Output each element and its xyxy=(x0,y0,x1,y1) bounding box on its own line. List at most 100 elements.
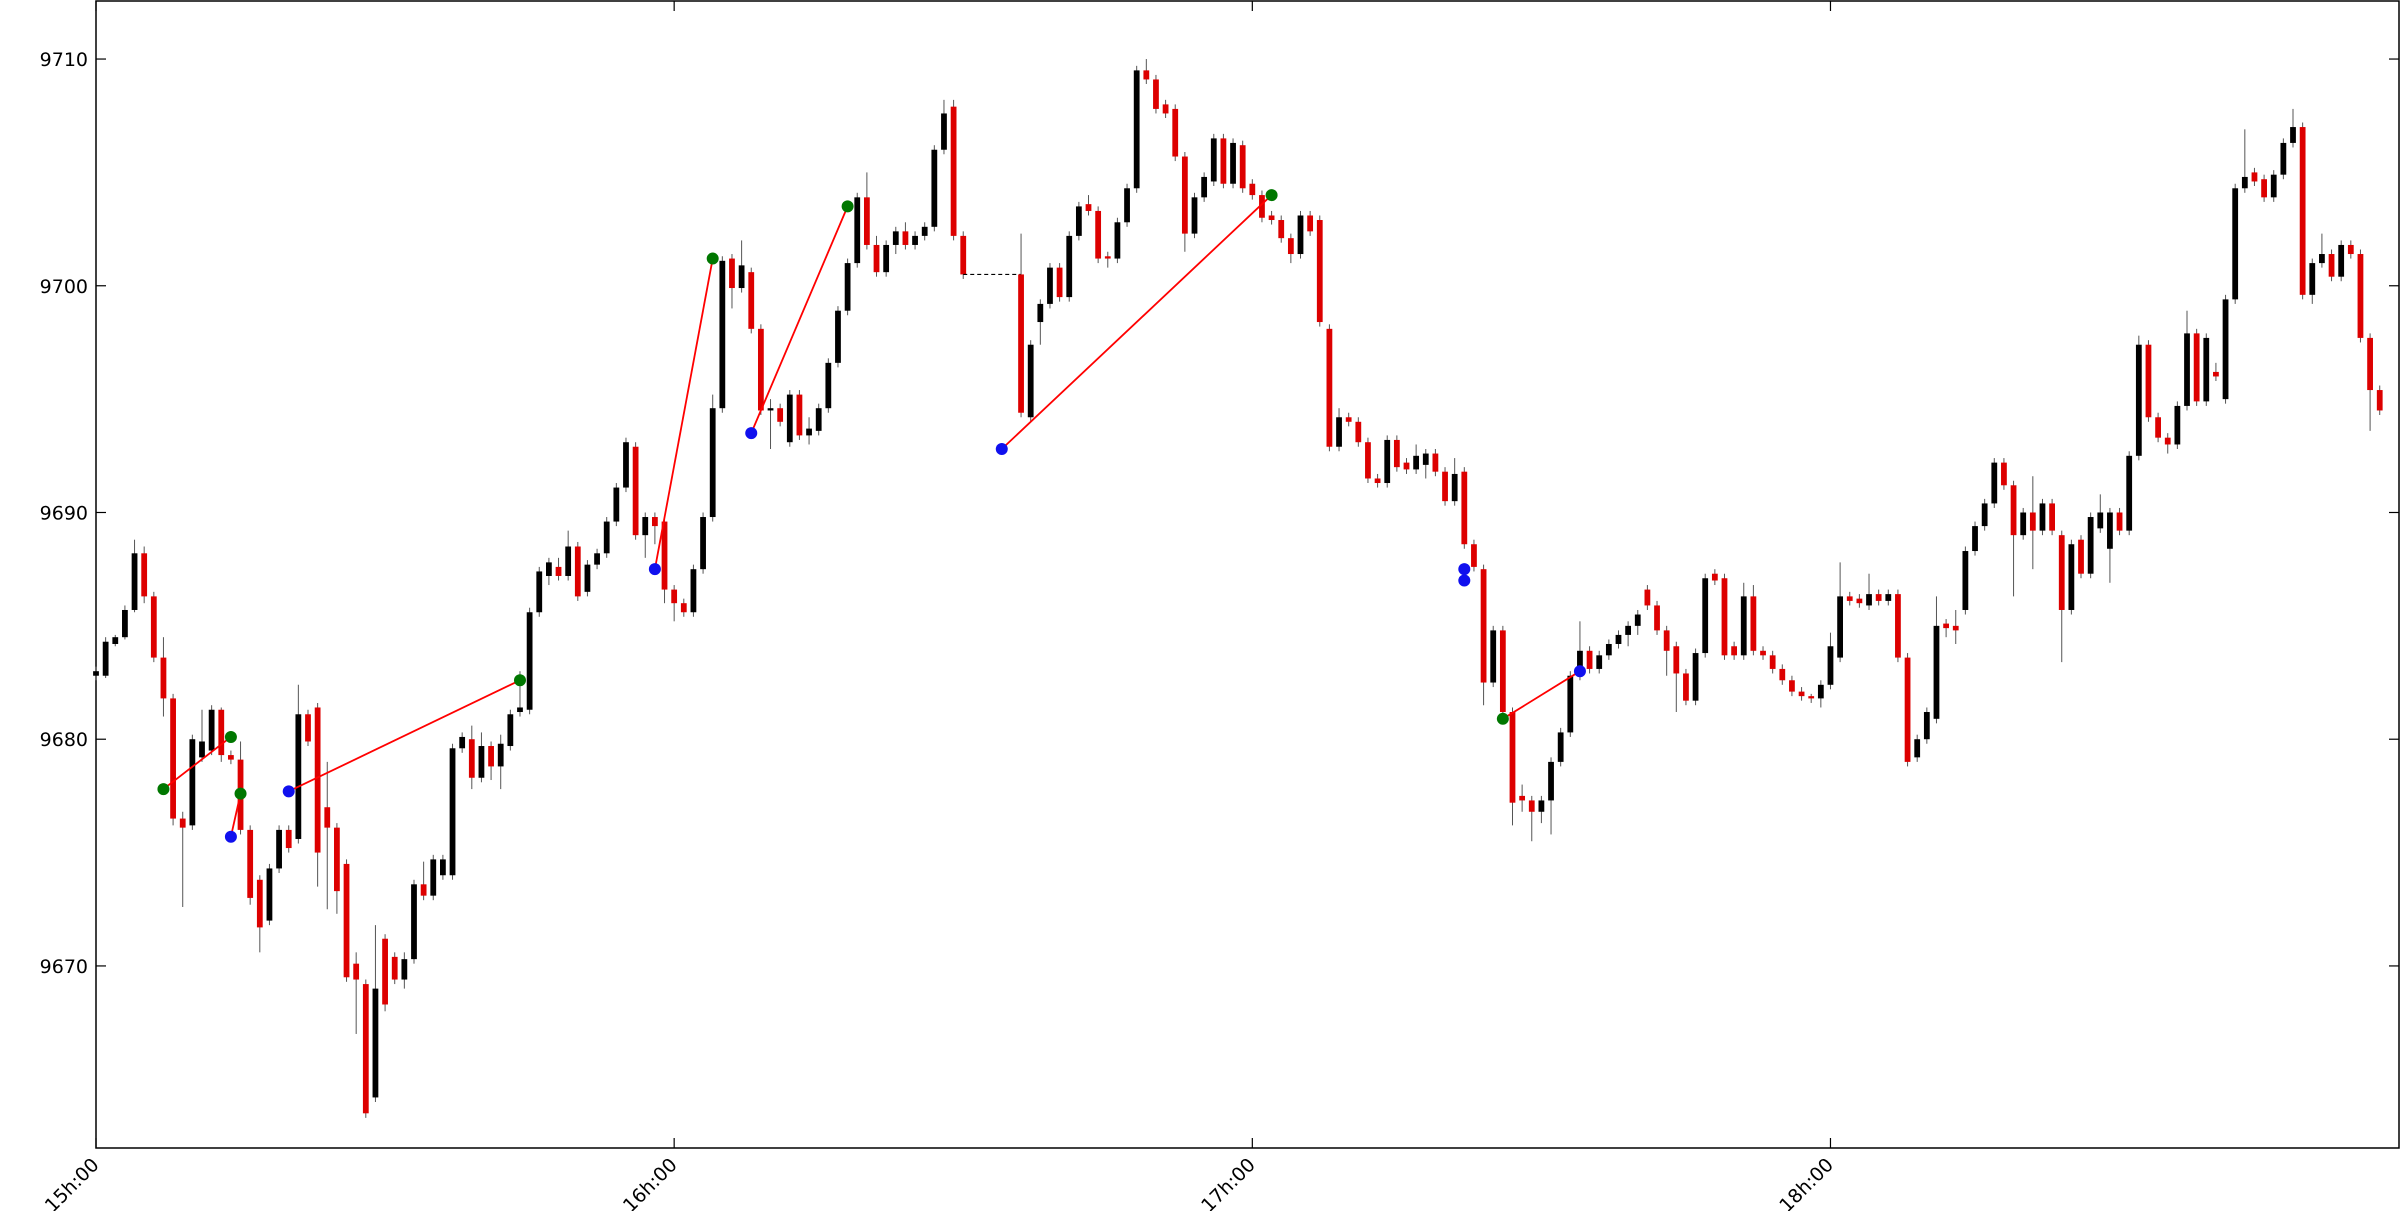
trade-marker xyxy=(745,427,758,440)
candle-body xyxy=(2039,503,2046,531)
candle-body xyxy=(1577,650,1583,676)
candle-body xyxy=(1365,442,1371,479)
y-tick-label: 9690 xyxy=(40,502,88,524)
candle-body xyxy=(314,707,321,853)
candle-body xyxy=(2155,417,2161,438)
candle-body xyxy=(1018,274,1024,413)
candle-body xyxy=(1673,646,1680,674)
candle-body xyxy=(353,963,360,980)
candle-body xyxy=(738,265,745,289)
candle-body xyxy=(1297,215,1304,255)
candle-body xyxy=(536,571,543,613)
candle-body xyxy=(950,106,957,236)
y-tick-label: 9710 xyxy=(40,49,88,71)
candle-body xyxy=(2097,512,2104,529)
candle-body xyxy=(112,637,119,644)
candle-body xyxy=(815,408,822,431)
candle-body xyxy=(786,394,793,443)
candle-body xyxy=(1461,471,1468,545)
candle-body xyxy=(1596,655,1603,669)
candle-body xyxy=(1952,625,1959,631)
trade-line xyxy=(230,793,242,837)
candle-body xyxy=(2126,455,2133,531)
candle-body xyxy=(295,714,302,839)
candle-body xyxy=(2058,535,2065,610)
trade-marker xyxy=(224,830,237,843)
candle-body xyxy=(555,566,562,576)
candle-body xyxy=(189,739,196,826)
candle-body xyxy=(2010,485,2017,536)
candle-body xyxy=(1480,569,1487,683)
candle-body xyxy=(2261,179,2267,198)
trade-marker xyxy=(282,785,295,798)
candle-body xyxy=(1384,439,1391,484)
trade-marker xyxy=(157,783,170,796)
candle-body xyxy=(1345,417,1352,422)
trade-line xyxy=(1502,670,1581,720)
candle-body xyxy=(2049,503,2055,531)
candle-body xyxy=(603,521,610,554)
candle-body xyxy=(632,446,639,536)
candle-body xyxy=(2376,390,2383,411)
candle-body xyxy=(1866,594,1872,606)
candle-body xyxy=(526,612,533,710)
candle-body xyxy=(1143,70,1150,80)
candle-body xyxy=(1885,594,1892,601)
x-tick-label: 17h:00 xyxy=(1197,1154,1260,1211)
candle-body xyxy=(179,818,186,828)
candle-body xyxy=(594,553,600,565)
candle-body xyxy=(757,328,764,411)
candle-body xyxy=(565,546,572,576)
candle-body xyxy=(2367,337,2373,391)
candle-body xyxy=(1625,625,1632,635)
candle-body xyxy=(2241,176,2248,189)
candle-body xyxy=(1567,675,1574,733)
candle-body xyxy=(1220,138,1227,184)
candle-body xyxy=(941,113,947,150)
candle-body xyxy=(873,244,880,273)
candle-body xyxy=(1557,732,1564,762)
candle-body xyxy=(690,569,697,613)
candle-body xyxy=(1307,215,1314,232)
candle-body xyxy=(642,517,649,536)
candle-body xyxy=(584,564,591,592)
candle-body xyxy=(1085,204,1092,211)
candle-body xyxy=(921,226,928,236)
candle-body xyxy=(912,235,918,245)
candle-body xyxy=(1519,795,1526,801)
candle-body xyxy=(2299,127,2306,295)
candle-body xyxy=(1740,596,1747,656)
candle-body xyxy=(767,408,774,411)
candle-body xyxy=(2107,512,2113,549)
candle-body xyxy=(497,743,504,767)
candle-body xyxy=(1991,462,1998,504)
candle-body xyxy=(131,553,138,610)
candle-body xyxy=(623,442,629,488)
candle-body xyxy=(1413,455,1420,470)
candle-body xyxy=(1066,235,1073,298)
candle-body xyxy=(2184,333,2190,406)
trade-marker xyxy=(1573,665,1586,678)
candle-body xyxy=(806,428,812,436)
candle-body xyxy=(1981,503,1988,527)
trade-line xyxy=(1001,194,1273,450)
candle-body xyxy=(729,258,735,289)
trade-marker xyxy=(648,563,661,576)
candle-body xyxy=(844,263,851,311)
candle-body xyxy=(1114,222,1121,259)
candle-body xyxy=(1711,573,1718,581)
candle-body xyxy=(1721,578,1728,656)
candle-body xyxy=(854,197,861,264)
candle-body xyxy=(2357,254,2364,338)
candle-body xyxy=(2280,142,2287,175)
candle-body xyxy=(835,310,841,363)
candle-body xyxy=(2251,172,2258,182)
trade-marker xyxy=(234,787,247,800)
trade-line xyxy=(288,679,521,793)
candle-body xyxy=(1962,551,1969,610)
candle-body xyxy=(1162,104,1169,114)
candle-body xyxy=(382,938,388,1005)
candle-body xyxy=(1374,478,1381,484)
candle-body xyxy=(305,714,311,742)
